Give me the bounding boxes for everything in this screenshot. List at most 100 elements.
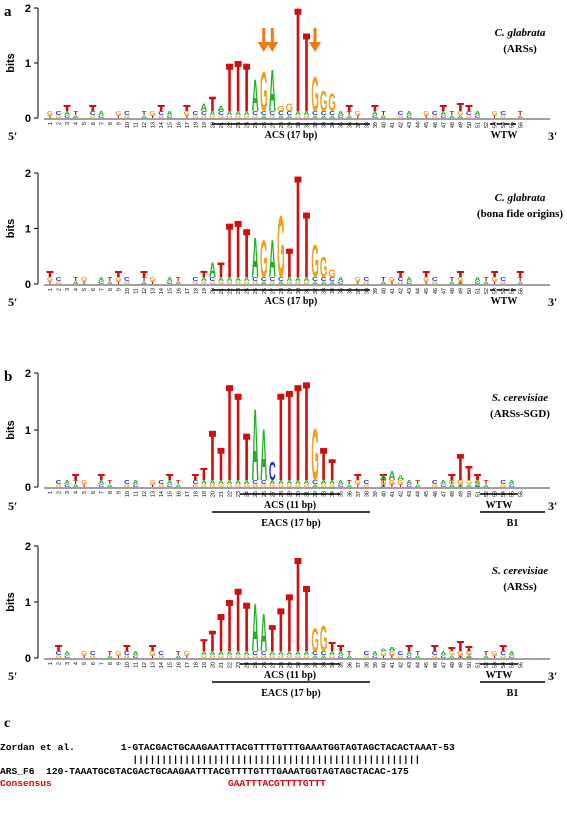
logo-letter-minor: C <box>500 480 506 485</box>
logo-letter-minor: C <box>98 281 104 285</box>
panel-species: S. cerevisiae <box>492 565 548 577</box>
x-tick-label: 32 <box>313 122 319 128</box>
logo-letter-minor: G <box>218 655 224 659</box>
logo-letter-minor: A <box>329 115 335 119</box>
logo-letter-minor: C <box>90 651 96 656</box>
orange-arrow-head <box>309 42 322 52</box>
logo-letter-minor: G <box>303 115 309 119</box>
logo-letter-minor: A <box>321 281 327 285</box>
x-tick-label: 16 <box>176 662 182 668</box>
logo-letter-T <box>330 459 334 480</box>
x-tick-label: 19 <box>202 122 208 128</box>
panel-species: C. glabrata <box>495 27 546 39</box>
logo-letter-T <box>322 447 325 480</box>
logo-letter-minor: C <box>124 111 130 116</box>
logo-letter-T <box>228 63 231 111</box>
logo-letter-minor: C <box>167 484 173 488</box>
y-axis-label: bits <box>5 420 17 440</box>
y-tick-label: 0 <box>25 653 31 665</box>
logo-letter-minor: T <box>390 281 395 285</box>
x-tick-label: 22 <box>228 491 234 497</box>
x-tick-label: 13 <box>151 491 157 497</box>
logo-letter-T <box>211 96 214 111</box>
x-tick-label: 34 <box>330 288 336 294</box>
logo-letter-minor: G <box>466 655 472 659</box>
logo-letter-minor: G <box>355 111 361 116</box>
logo-letter-minor: A <box>338 277 344 282</box>
logo-letter-T <box>202 639 206 651</box>
logo-letter-minor: T <box>492 115 497 119</box>
logo-letter-minor: G <box>269 281 275 285</box>
logo-letter-minor: T <box>73 480 79 485</box>
logo-letter-minor: G <box>218 484 224 488</box>
x-tick-label: 13 <box>151 288 157 294</box>
logo-letter-minor: T <box>107 480 113 485</box>
logo-letter-T <box>382 474 385 480</box>
x-tick-label: 46 <box>433 288 439 294</box>
x-tick-label: 15 <box>168 122 174 128</box>
motif-label: WTW <box>491 130 518 141</box>
logo-letter-minor: G <box>244 115 250 119</box>
logo-letter-minor: T <box>107 651 113 656</box>
panel-species: S. cerevisiae <box>492 392 548 404</box>
x-tick-label: 29 <box>287 122 293 128</box>
x-tick-label: 21 <box>219 662 225 668</box>
x-tick-label: 55 <box>510 662 516 668</box>
alignment-bars: ||||||||||||||||||||||||||||||||||||||||… <box>0 754 421 765</box>
logo-letter-minor: A <box>278 281 284 285</box>
logo-letter-minor: C <box>261 277 267 282</box>
y-tick-label: 1 <box>25 597 31 609</box>
logo-letter-T <box>211 630 214 651</box>
logo-letter-minor: A <box>227 480 233 485</box>
logo-letter-minor: A <box>509 480 515 485</box>
logo-letter-minor: C <box>252 651 258 656</box>
x-tick-label: 42 <box>399 662 405 668</box>
logo-letter-minor: T <box>150 115 155 119</box>
logo-letter-minor: T <box>381 480 387 485</box>
logo-letter-T <box>288 594 291 651</box>
x-tick-label: 54 <box>501 122 507 128</box>
logo-letter-minor: G <box>432 115 438 119</box>
logo-letter-minor: A <box>175 484 181 488</box>
logo-letter-minor: T <box>398 484 403 488</box>
logo-letter-minor: G <box>149 480 155 485</box>
logo-letter-minor: T <box>518 111 524 116</box>
x-tick-label: 5 <box>82 491 88 494</box>
logo-letter-minor: C <box>124 480 130 485</box>
y-tick-label: 0 <box>25 482 31 494</box>
x-tick-label: 56 <box>518 491 524 497</box>
logo-letter-minor: A <box>235 277 241 282</box>
logo-letter-minor: C <box>90 111 96 116</box>
logo-letter-minor: A <box>338 480 344 485</box>
logo-letter-minor: G <box>389 480 395 485</box>
logo-letter-minor: C <box>432 111 438 116</box>
logo-letter-minor: G <box>226 655 232 659</box>
x-tick-label: 53 <box>493 288 499 294</box>
x-tick-label: 7 <box>99 662 105 665</box>
logo-letter-minor: T <box>82 281 87 285</box>
x-tick-label: 15 <box>168 288 174 294</box>
y-tick-label: 1 <box>25 58 31 70</box>
logo-letter-minor: C <box>338 115 344 119</box>
logo-letter-minor: A <box>321 115 327 119</box>
y-tick-label: 2 <box>25 368 31 380</box>
logo-letter-minor: G <box>389 277 395 282</box>
x-tick-label: 16 <box>176 122 182 128</box>
x-tick-label: 18 <box>193 662 199 668</box>
x-tick-label: 52 <box>484 122 490 128</box>
logo-letter-minor: G <box>329 655 335 659</box>
logo-letter-minor: C <box>261 651 267 656</box>
x-tick-label: 37 <box>356 491 362 497</box>
x-tick-label: 41 <box>390 491 396 497</box>
x-tick-label: 11 <box>134 662 140 668</box>
motif-label: ACS (17 bp) <box>265 130 318 141</box>
logo-letter-minor: G <box>449 480 455 485</box>
logo-letter-A: A <box>252 71 259 122</box>
x-tick-label: 18 <box>193 288 199 294</box>
x-tick-label: 35 <box>339 491 345 497</box>
logo-letter-G: G <box>260 59 267 123</box>
y-tick-label: 0 <box>25 113 31 125</box>
logo-letter-minor: A <box>295 651 301 656</box>
logo-letter-minor: C <box>218 111 224 116</box>
x-tick-label: 28 <box>279 288 285 294</box>
